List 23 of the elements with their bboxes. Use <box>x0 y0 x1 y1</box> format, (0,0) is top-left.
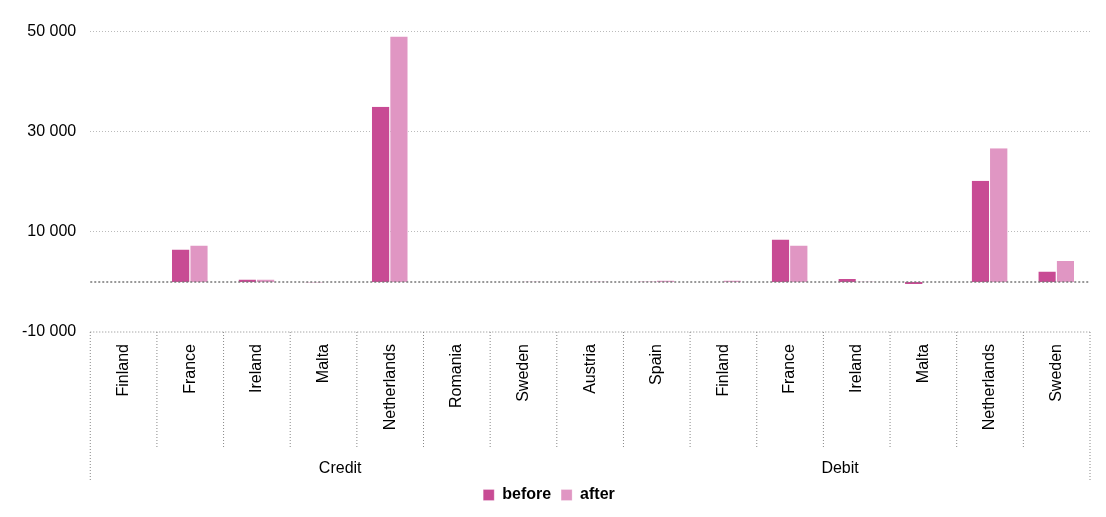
x-tick-label: Finland <box>114 344 131 397</box>
x-tick-label: Malta <box>313 343 331 384</box>
y-tick-label: 30 000 <box>27 122 77 140</box>
x-tick-label: Ireland <box>247 344 265 393</box>
x-tick-label: France <box>780 343 798 394</box>
x-tick-label: Netherlands <box>980 344 998 431</box>
x-tick-label: Ireland <box>847 344 865 393</box>
y-tick-label: 10 000 <box>27 222 77 240</box>
x-tick-label: Finland <box>713 344 731 397</box>
x-tick-label: Spain <box>647 344 665 385</box>
x-tick-label: Sweden <box>513 344 531 402</box>
text: Debit <box>821 459 860 477</box>
x-tick-label: France <box>180 343 198 394</box>
x-tick-label: Netherlands <box>380 344 398 431</box>
x-tick-label: Malta <box>913 343 931 384</box>
x-tick-label: Austria <box>580 343 598 394</box>
x-tick-label: Sweden <box>1047 344 1065 402</box>
text: Credit <box>318 459 363 477</box>
legend-label: before <box>502 485 552 503</box>
x-tick-label: Romania <box>447 343 465 409</box>
y-tick-label: 50 000 <box>27 22 77 40</box>
y-tick-label: -10 000 <box>22 322 77 340</box>
legend-label: after <box>580 485 615 503</box>
